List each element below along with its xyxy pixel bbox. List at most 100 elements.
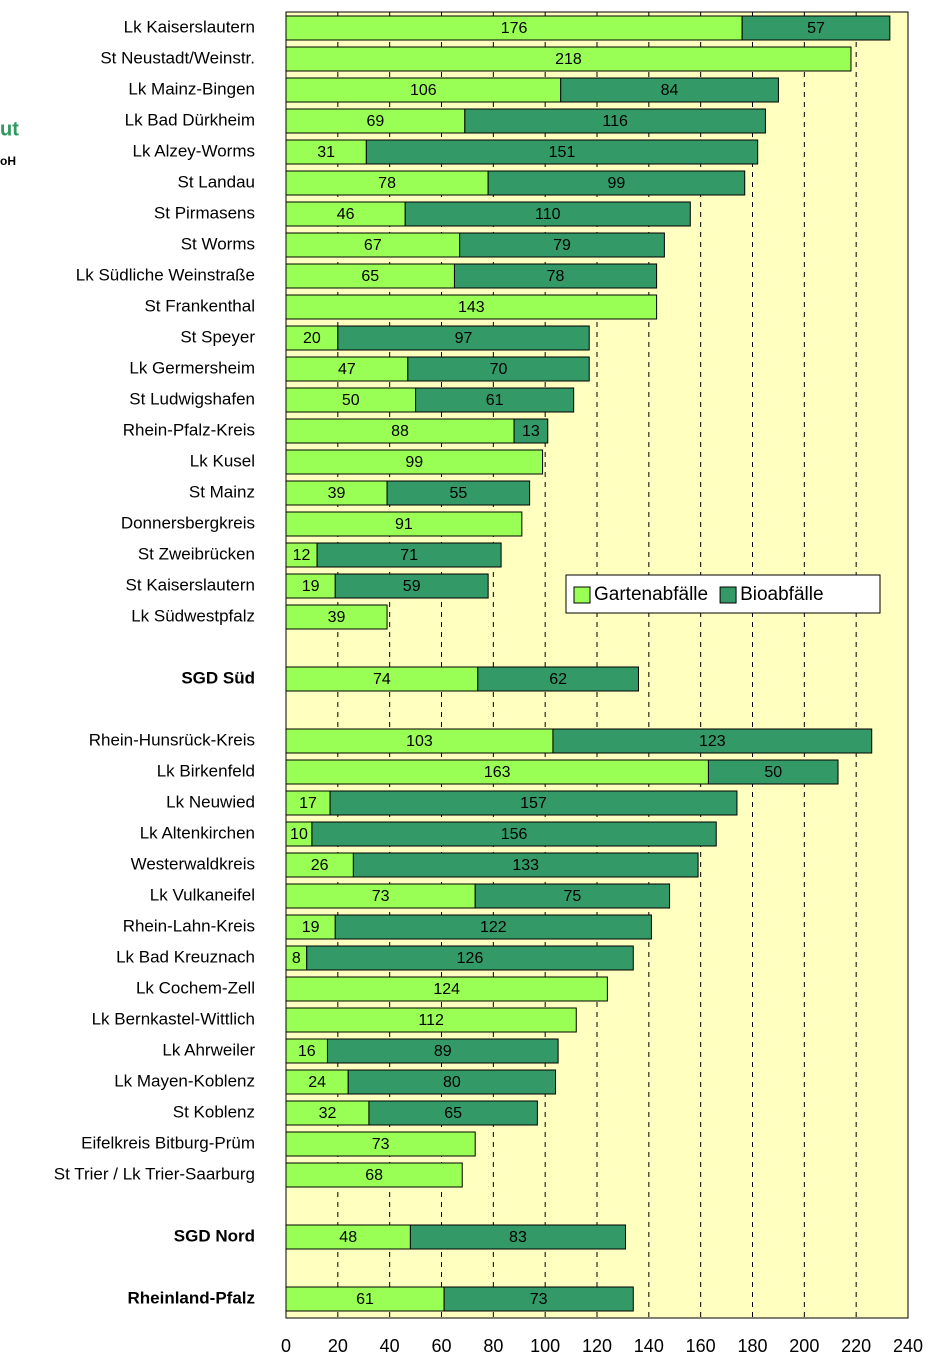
y-tick-label: Lk Vulkaneifel bbox=[150, 885, 255, 904]
data-label: 122 bbox=[480, 919, 507, 936]
y-tick-label: Eifelkreis Bitburg-Prüm bbox=[81, 1133, 255, 1152]
bar-segment bbox=[285, 108, 466, 134]
bar-segment bbox=[285, 418, 515, 444]
x-tick-label: 80 bbox=[483, 1336, 503, 1356]
bar-segment bbox=[285, 1224, 411, 1250]
bar-segment bbox=[285, 15, 743, 41]
bar-segment bbox=[285, 480, 388, 506]
bar-segment bbox=[285, 449, 544, 475]
data-label: 47 bbox=[338, 361, 356, 378]
y-tick-label: Rheinland-Pfalz bbox=[127, 1288, 255, 1307]
y-tick-label: Lk Südwestpfalz bbox=[131, 606, 255, 625]
bar-segment bbox=[285, 46, 852, 72]
data-label: 10 bbox=[290, 826, 308, 843]
bar-segment bbox=[285, 387, 417, 413]
data-label: 91 bbox=[395, 516, 413, 533]
y-tick-label: St Koblenz bbox=[173, 1102, 255, 1121]
data-label: 99 bbox=[608, 175, 626, 192]
data-label: 89 bbox=[434, 1043, 452, 1060]
bar-segment bbox=[285, 139, 367, 165]
x-tick-label: 140 bbox=[634, 1336, 664, 1356]
bar-segment bbox=[407, 356, 590, 382]
x-tick-label: 180 bbox=[737, 1336, 767, 1356]
logo-text: ut bbox=[0, 118, 19, 140]
bar-segment bbox=[741, 15, 891, 41]
data-label: 32 bbox=[319, 1105, 337, 1122]
data-label: 62 bbox=[549, 671, 567, 688]
y-tick-label: SGD Süd bbox=[181, 668, 255, 687]
bar-segment bbox=[352, 852, 699, 878]
data-label: 59 bbox=[403, 578, 421, 595]
data-label: 143 bbox=[458, 299, 485, 316]
bar-segment bbox=[443, 1286, 634, 1312]
x-tick-label: 220 bbox=[841, 1336, 871, 1356]
y-tick-label: Lk Cochem-Zell bbox=[136, 978, 255, 997]
logo-text: oH bbox=[0, 154, 16, 168]
data-label: 71 bbox=[400, 547, 418, 564]
data-label: 39 bbox=[328, 485, 346, 502]
data-label: 78 bbox=[547, 268, 565, 285]
data-label: 176 bbox=[501, 20, 528, 37]
data-label: 110 bbox=[535, 206, 561, 223]
bar-segment bbox=[464, 108, 766, 134]
data-label: 163 bbox=[484, 764, 511, 781]
bar-segment bbox=[285, 263, 455, 289]
y-tick-label: Lk Germersheim bbox=[129, 358, 255, 377]
data-label: 17 bbox=[299, 795, 317, 812]
data-label: 13 bbox=[522, 423, 540, 440]
data-label: 124 bbox=[433, 981, 460, 998]
bar-segment bbox=[368, 1100, 538, 1126]
y-tick-label: Lk Kaiserslautern bbox=[124, 17, 255, 36]
y-tick-label: Rhein-Lahn-Kreis bbox=[123, 916, 255, 935]
data-label: 69 bbox=[367, 113, 385, 130]
bar-segment bbox=[285, 294, 658, 320]
bar-segment bbox=[285, 852, 354, 878]
y-tick-label: St Kaiserslautern bbox=[126, 575, 255, 594]
y-tick-label: Donnersbergkreis bbox=[121, 513, 255, 532]
data-label: 31 bbox=[317, 144, 335, 161]
x-tick-label: 100 bbox=[530, 1336, 560, 1356]
y-tick-label: Lk Bad Kreuznach bbox=[116, 947, 255, 966]
bar-segment bbox=[347, 1069, 557, 1095]
y-tick-label: St Frankenthal bbox=[144, 296, 255, 315]
bar-segment bbox=[415, 387, 575, 413]
bar-segment bbox=[285, 1038, 328, 1064]
bar-segment bbox=[285, 759, 709, 785]
bar-segment bbox=[285, 821, 313, 847]
legend-label: Gartenabfälle bbox=[594, 584, 708, 605]
y-tick-label: St Pirmasens bbox=[154, 203, 255, 222]
x-tick-label: 240 bbox=[893, 1336, 923, 1356]
bar-segment bbox=[285, 325, 339, 351]
bar-segment bbox=[459, 232, 665, 258]
bar-segment bbox=[477, 666, 639, 692]
bar-segment bbox=[285, 201, 406, 227]
bar-segment bbox=[334, 573, 489, 599]
data-label: 20 bbox=[303, 330, 321, 347]
bar-segment bbox=[487, 170, 746, 196]
data-label: 133 bbox=[512, 857, 539, 874]
data-label: 16 bbox=[298, 1043, 316, 1060]
bar-segment bbox=[285, 728, 554, 754]
y-tick-label: Rhein-Hunsrück-Kreis bbox=[89, 730, 255, 749]
bar-segment bbox=[316, 542, 502, 568]
data-label: 106 bbox=[410, 82, 437, 99]
x-tick-label: 60 bbox=[431, 1336, 451, 1356]
bar-segment bbox=[285, 604, 388, 630]
bar-segment bbox=[326, 1038, 559, 1064]
data-label: 83 bbox=[509, 1229, 527, 1246]
data-label: 12 bbox=[293, 547, 311, 564]
data-label: 80 bbox=[443, 1074, 461, 1091]
x-tick-label: 200 bbox=[789, 1336, 819, 1356]
bar-segment bbox=[285, 1286, 445, 1312]
bar-segment bbox=[513, 418, 549, 444]
y-tick-label: Lk Altenkirchen bbox=[140, 823, 255, 842]
y-tick-label: Lk Alzey-Worms bbox=[133, 141, 256, 160]
data-label: 74 bbox=[373, 671, 391, 688]
data-label: 218 bbox=[555, 51, 582, 68]
data-label: 8 bbox=[292, 950, 301, 967]
bar-segment bbox=[285, 976, 608, 1002]
data-label: 65 bbox=[444, 1105, 462, 1122]
bar-segment bbox=[334, 914, 652, 940]
y-tick-label: Lk Südliche Weinstraße bbox=[76, 265, 255, 284]
x-tick-label: 120 bbox=[582, 1336, 612, 1356]
